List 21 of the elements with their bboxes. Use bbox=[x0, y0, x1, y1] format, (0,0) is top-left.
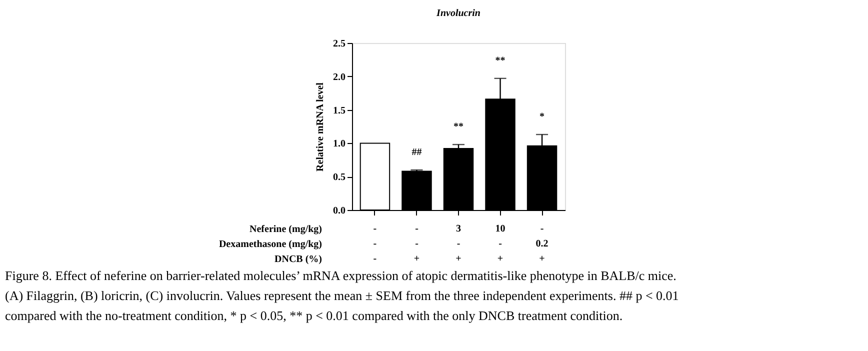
annotation: ** bbox=[454, 122, 464, 133]
x-tick-label: 3 - + bbox=[456, 224, 462, 264]
y-tick-label: 2.0 bbox=[333, 72, 346, 83]
x-tick-label: - - - bbox=[373, 224, 377, 264]
text: Dexamethasone (mg/kg) bbox=[218, 239, 322, 250]
y-tick-label: 1.0 bbox=[333, 138, 346, 150]
annotation: ** bbox=[495, 55, 506, 66]
y-tick-label: 0.5 bbox=[333, 172, 346, 184]
y-tick-label: 1.5 bbox=[333, 105, 346, 116]
chart-title: Involucrin bbox=[436, 8, 481, 19]
x-tick-label: - - + bbox=[414, 224, 420, 264]
y-tick-label: 0.0 bbox=[333, 206, 346, 216]
text: Neferine (mg/kg) bbox=[250, 224, 322, 235]
y-axis-title: Relative mRNA level bbox=[315, 82, 326, 172]
y-tick-label: 2.5 bbox=[333, 38, 346, 50]
annotation: ## bbox=[412, 146, 422, 158]
x-tick-label: - 0.2 + bbox=[536, 224, 548, 264]
caption: Figure 8. Effect of neferine on barrier-related molecules’ mRNA expression of atopic dermatitis-like phenotype in BALB/c mice. (A) Filaggrin, (B) loricrin, (C) involucrin. Values represent the mean ± SEM from the three independent experiments. ## p < 0.01 compared with the no-treatment condition, * p < 0.05, ** p < 0.01 compared with the only DNCB treatment condition. bbox=[5, 268, 679, 323]
annotation: * bbox=[540, 112, 545, 123]
x-tick-label: 10 - + bbox=[495, 224, 506, 264]
text: DNCB (%) bbox=[274, 254, 322, 265]
